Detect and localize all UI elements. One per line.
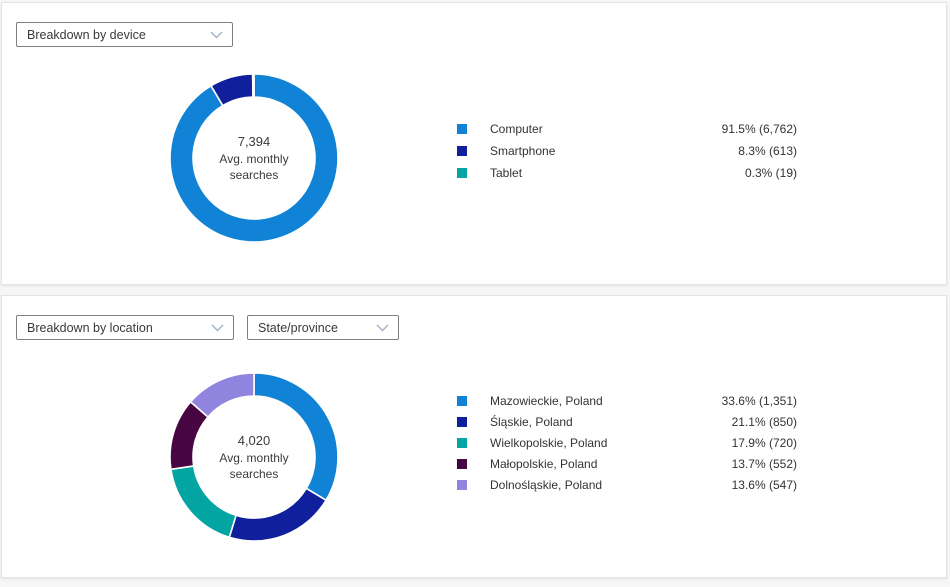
legend-label: Śląskie, Poland — [490, 414, 573, 429]
legend-swatch — [457, 416, 467, 427]
legend-item-mazowieckie-poland: Mazowieckie, Poland 33.6% (1,351) — [457, 390, 797, 411]
device-donut-chart: 7,394 Avg. monthly searches — [169, 73, 339, 243]
legend-label: Wielkopolskie, Poland — [490, 435, 608, 450]
legend-swatch — [457, 146, 467, 156]
legend-value: 91.5% (6,762) — [721, 122, 797, 136]
device-donut-svg — [169, 73, 339, 243]
device-breakdown-panel: Breakdown by device 7,394 Avg. monthly s… — [1, 2, 947, 285]
legend-swatch — [457, 124, 467, 134]
legend-value: 0.3% (19) — [744, 166, 797, 180]
legend-value: 21.1% (850) — [731, 414, 797, 429]
legend-item-l-skie-poland: Śląskie, Poland 21.1% (850) — [457, 411, 797, 432]
legend-swatch — [457, 395, 467, 406]
chevron-down-icon — [211, 324, 224, 331]
legend-item-tablet: Tablet 0.3% (19) — [457, 162, 797, 184]
legend-label: Dolnośląskie, Poland — [490, 477, 603, 492]
dropdown-selected-value: State/province — [258, 320, 338, 335]
chevron-down-icon — [376, 324, 389, 331]
legend-label: Smartphone — [490, 144, 556, 158]
location-donut-chart: 4,020 Avg. monthly searches — [169, 372, 339, 542]
legend-label: Computer — [490, 122, 543, 136]
location-legend: Mazowieckie, Poland 33.6% (1,351) Śląskie,… — [457, 390, 797, 495]
legend-value: 13.6% (547) — [731, 477, 797, 492]
state-province-dropdown[interactable]: State/province — [247, 315, 399, 340]
dropdown-selected-value: Breakdown by device — [27, 27, 146, 42]
legend-swatch — [457, 479, 467, 490]
legend-value: 17.9% (720) — [731, 435, 797, 450]
location-donut-svg — [169, 372, 339, 542]
breakdown-by-device-dropdown[interactable]: Breakdown by device — [16, 22, 233, 47]
device-legend: Computer 91.5% (6,762) Smartphone 8.3% (613… — [457, 118, 797, 184]
legend-item-dolno-l-skie-poland: Dolnośląskie, Poland 13.6% (547) — [457, 474, 797, 495]
legend-swatch — [457, 437, 467, 448]
donut-segment-tablet — [251, 73, 255, 98]
breakdown-by-location-dropdown[interactable]: Breakdown by location — [16, 315, 234, 340]
legend-label: Małopolskie, Poland — [490, 456, 598, 471]
donut-segment-wielkopolskie-poland — [169, 465, 238, 539]
legend-item-smartphone: Smartphone 8.3% (613) — [457, 140, 797, 162]
legend-label: Mazowieckie, Poland — [490, 393, 603, 408]
legend-swatch — [457, 458, 467, 469]
donut-segment-mazowieckie-poland — [253, 372, 339, 502]
legend-value: 8.3% (613) — [738, 144, 797, 158]
donut-segment-dolno-l-skie-poland — [189, 372, 255, 419]
legend-swatch — [457, 168, 467, 178]
legend-item-wielkopolskie-poland: Wielkopolskie, Poland 17.9% (720) — [457, 432, 797, 453]
chevron-down-icon — [210, 31, 223, 38]
donut-segment-computer — [169, 73, 339, 243]
legend-item-computer: Computer 91.5% (6,762) — [457, 118, 797, 140]
legend-value: 33.6% (1,351) — [721, 393, 797, 408]
legend-item-ma-opolskie-poland: Małopolskie, Poland 13.7% (552) — [457, 453, 797, 474]
dropdown-selected-value: Breakdown by location — [27, 320, 153, 335]
location-breakdown-panel: Breakdown by location State/province 4,0… — [1, 295, 947, 578]
legend-value: 13.7% (552) — [731, 456, 797, 471]
donut-segment-l-skie-poland — [228, 487, 328, 542]
legend-label: Tablet — [490, 166, 523, 180]
